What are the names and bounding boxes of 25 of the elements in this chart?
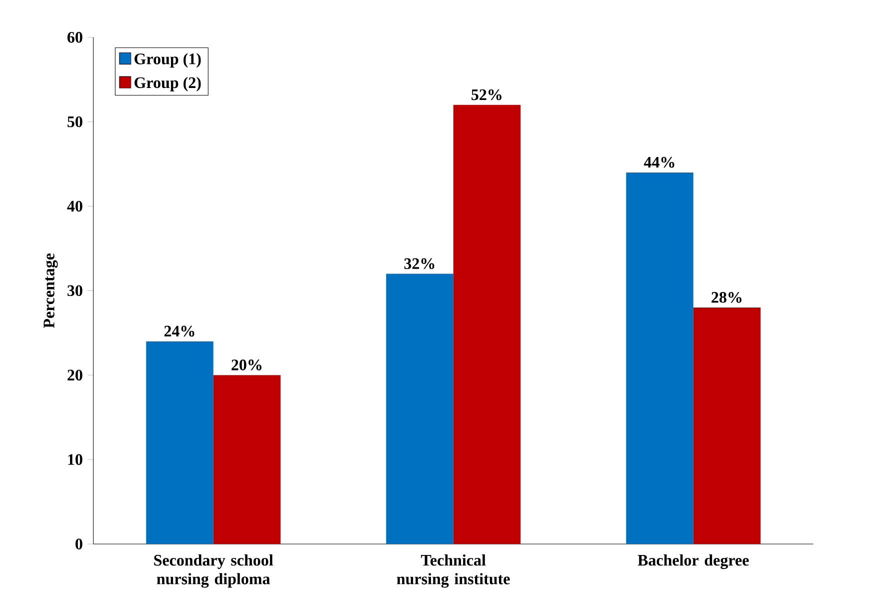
x-tick-label: Secondary school nursing diploma bbox=[154, 554, 274, 588]
y-tick-label: 20 bbox=[68, 370, 82, 380]
bar bbox=[626, 172, 694, 544]
bar bbox=[386, 274, 454, 544]
y-tick-label: 60 bbox=[67, 32, 82, 43]
y-tick-label: 50 bbox=[68, 116, 82, 128]
y-axis-title: Percentage bbox=[44, 253, 58, 328]
data-label: 44% bbox=[644, 156, 674, 168]
bar bbox=[693, 308, 761, 544]
legend-label: Group (1) bbox=[134, 53, 201, 68]
y-tick-label: 0 bbox=[76, 538, 82, 550]
data-label: 24% bbox=[164, 326, 194, 337]
data-label: 52% bbox=[472, 89, 502, 100]
bar bbox=[213, 375, 281, 544]
data-label: 28% bbox=[712, 292, 742, 303]
x-tick-label: Technical nursing institute bbox=[396, 554, 510, 588]
y-tick-label: 30 bbox=[68, 285, 82, 296]
y-tick-label: 40 bbox=[67, 200, 82, 212]
y-tick-label: 10 bbox=[68, 454, 82, 465]
data-label: 20% bbox=[232, 360, 262, 370]
data-label: 32% bbox=[404, 258, 434, 270]
x-tick-label: Bachelor degree bbox=[638, 554, 749, 570]
bar bbox=[146, 341, 214, 544]
bar bbox=[453, 104, 521, 544]
legend-label: Group (2) bbox=[134, 76, 201, 92]
